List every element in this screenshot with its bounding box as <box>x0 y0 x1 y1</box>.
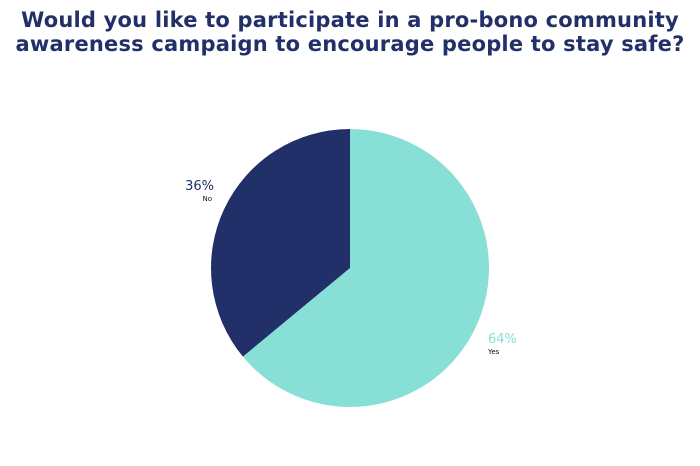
pie-value-label-yes: 64% <box>488 332 517 347</box>
pie-slice-no <box>210 129 350 357</box>
pie-slices <box>210 129 490 407</box>
chart-title: Would you like to participate in a pro-b… <box>0 8 700 56</box>
pie-labels: 64%Yes 36%No <box>185 179 517 356</box>
chart-title-line-1: Would you like to participate in a pro-b… <box>21 8 679 32</box>
pie-category-label-yes: Yes <box>487 348 500 356</box>
chart-title-line-2: awareness campaign to encourage people t… <box>15 32 685 56</box>
pie-value-label-no: 36% <box>185 179 214 194</box>
pie-category-label-no: No <box>202 195 212 203</box>
pie-slice-yes <box>242 129 490 407</box>
